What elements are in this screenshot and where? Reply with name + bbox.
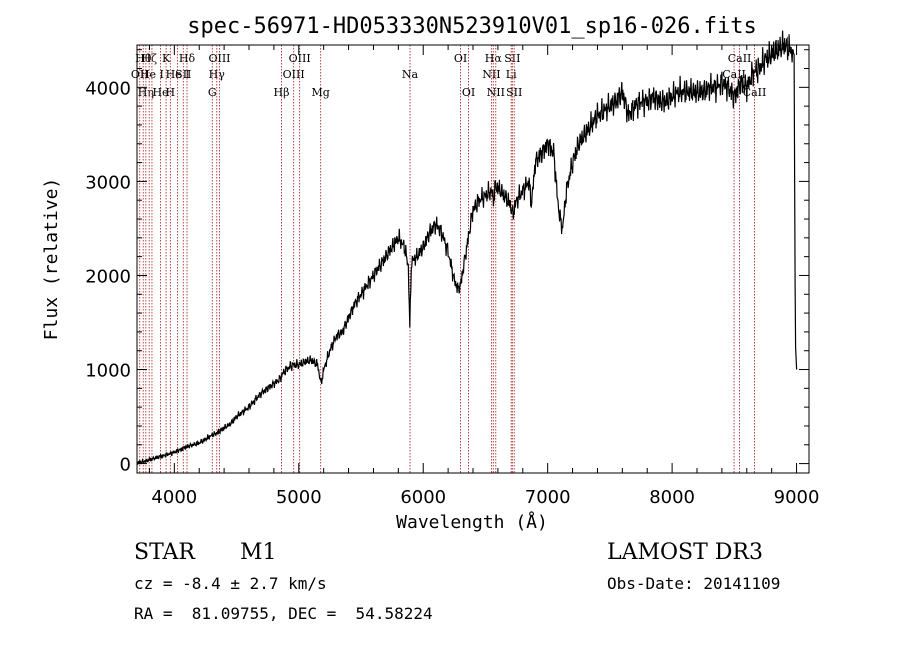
y-tick-label: 2000 (85, 266, 131, 287)
line-label-oiii: OIII (208, 52, 230, 65)
line-label-na: Na (402, 68, 419, 81)
x-axis: 4000 5000 6000 7000 8000 9000 (148, 45, 820, 508)
x-tick-label: 5000 (276, 487, 322, 508)
x-tick-label: 7000 (525, 487, 571, 508)
x-tick-label: 8000 (649, 487, 695, 508)
line-label-oi: OI (454, 52, 467, 65)
line-label-sii: SII (506, 86, 522, 99)
y-tick-label: 0 (120, 455, 131, 476)
x-tick-label: 4000 (151, 487, 197, 508)
line-label-caii: CaII (728, 52, 752, 65)
y-axis: 0 1000 2000 3000 4000 (85, 49, 809, 476)
line-label-li: Li (506, 68, 517, 81)
y-tick-label: 4000 (85, 78, 131, 99)
line-label-oiii: OIII (283, 68, 305, 81)
line-label-nii: NII (487, 86, 505, 99)
flux-series-line (136, 30, 798, 466)
x-axis-label: Wavelength (Å) (396, 511, 548, 533)
y-axis-label: Flux (relative) (41, 178, 62, 341)
line-label-caii: CaII (743, 86, 767, 99)
line-label-hζ: Hζ (141, 52, 157, 65)
line-label-oiii: OIII (289, 52, 311, 65)
line-label-sii: SII (504, 52, 520, 65)
plot-frame (136, 44, 810, 474)
y-tick-label: 1000 (85, 361, 131, 382)
line-label-k: K (162, 52, 171, 65)
redshift-cz: cz = -8.4 ± 2.7 km/s (134, 574, 327, 593)
line-label-hα: Hα (485, 52, 503, 65)
y-tick-label: 3000 (85, 172, 131, 193)
line-label-oii: OII (131, 68, 149, 81)
line-label-hδ: Hδ (179, 52, 196, 65)
line-label-hei: He I (166, 68, 190, 81)
object-class: STAR (134, 540, 195, 565)
line-label-sii: SII (175, 68, 191, 81)
line-label-oi: OI (462, 86, 475, 99)
line-label-hei: He I (140, 68, 164, 81)
line-label-hη: Hη (138, 86, 154, 99)
survey-name: LAMOST DR3 (607, 540, 763, 565)
line-label-h: H (166, 86, 176, 99)
observation-date: Obs-Date: 20141109 (607, 574, 781, 593)
line-label-hγ: Hγ (209, 68, 226, 81)
line-label-he: He (152, 86, 168, 99)
x-tick-label: 6000 (400, 487, 446, 508)
line-label-hβ: Hβ (274, 86, 290, 99)
x-tick-label: 9000 (774, 487, 820, 508)
line-label-hθ: Hθ (135, 52, 152, 65)
line-label-g: G (208, 86, 217, 99)
ra-dec-coordinates: RA = 81.09755, DEC = 54.58224 (134, 604, 433, 623)
chart-title: spec-56971-HD053330N523910V01_sp16-026.f… (187, 14, 757, 39)
line-label-nii: NII (482, 68, 500, 81)
object-subclass: M1 (240, 540, 277, 565)
line-label-mg: Mg (312, 86, 330, 99)
